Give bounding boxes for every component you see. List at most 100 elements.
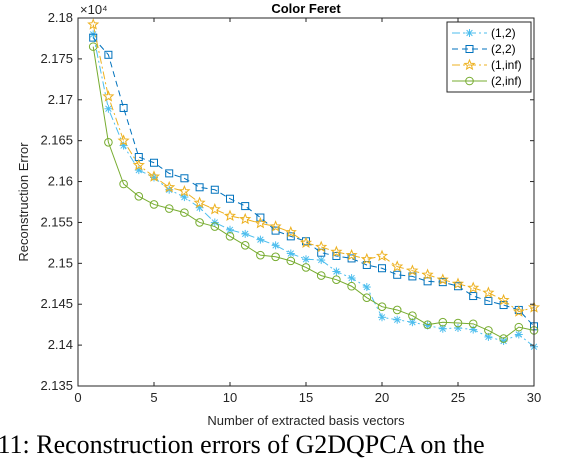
data-point (208, 203, 221, 215)
data-point (453, 318, 463, 328)
data-point (360, 252, 373, 265)
y-tick-label: 2.18 (48, 10, 73, 25)
y-tick-label: 2.155 (40, 214, 73, 229)
data-point (271, 252, 280, 262)
data-point (254, 216, 267, 229)
data-point (408, 311, 417, 320)
legend-entry: (1,inf) (452, 58, 522, 72)
data-point (102, 90, 115, 102)
data-point (164, 204, 174, 213)
data-point (193, 196, 206, 208)
data-point (150, 158, 158, 167)
y-tick-label: 2.165 (40, 133, 73, 148)
data-point (210, 185, 219, 194)
legend: (1,2) (2,2) (1,inf) (2,inf) (446, 21, 532, 93)
figure-caption: 5.11: Reconstruction errors of G2DQPCA o… (0, 430, 485, 459)
data-point (239, 212, 252, 225)
data-point (330, 245, 343, 258)
data-point (119, 179, 128, 189)
data-point (104, 138, 113, 147)
data-point (149, 200, 159, 209)
data-point (284, 225, 297, 238)
data-point (438, 317, 448, 327)
data-point (271, 241, 280, 250)
data-point (117, 134, 130, 146)
data-point (438, 278, 447, 287)
data-point (377, 302, 387, 311)
data-point (345, 248, 358, 261)
data-point (499, 334, 508, 343)
legend-entry: (2,2) (452, 42, 516, 56)
data-point (514, 330, 523, 339)
data-point (392, 305, 402, 315)
data-point (484, 296, 493, 305)
x-tick-label: 20 (375, 390, 389, 405)
legend-entry: (2,inf) (452, 74, 522, 88)
data-point (256, 213, 265, 222)
legend-marker (463, 58, 476, 71)
data-point (332, 275, 341, 284)
data-point (87, 18, 100, 30)
data-point (317, 256, 326, 265)
data-point (180, 174, 189, 183)
data-point (180, 208, 189, 217)
data-point (223, 209, 237, 222)
data-point (286, 249, 295, 258)
data-point (362, 283, 371, 292)
data-point (454, 282, 462, 291)
legend-box (446, 21, 532, 93)
data-point (436, 273, 449, 285)
data-point (332, 251, 341, 260)
chart-figure: 0 5 10 15 20 25 30 2.135 2.14 2.145 2.15 2.155 2.16 2… (16, 1, 541, 428)
data-point (89, 33, 98, 42)
series-(1,inf) (87, 18, 541, 317)
data-point (302, 255, 310, 264)
y-tick-label: 2.14 (48, 337, 73, 352)
legend-marker (465, 45, 474, 53)
legend-marker (465, 76, 474, 86)
x-axis-label: Number of extracted basis vectors (207, 413, 405, 428)
data-point (195, 183, 204, 192)
data-point (241, 202, 250, 211)
legend-label: (1,2) (491, 26, 516, 40)
x-tick-label: 10 (223, 390, 237, 405)
data-point (347, 281, 356, 291)
data-point (512, 305, 525, 317)
data-point (316, 271, 326, 280)
x-tick-label: 30 (527, 390, 541, 405)
data-point (286, 232, 295, 241)
data-point (467, 281, 480, 293)
data-point (178, 185, 191, 197)
data-point (269, 220, 282, 232)
data-point (497, 293, 510, 306)
data-point (451, 277, 465, 289)
data-point (315, 240, 328, 253)
data-point (438, 324, 447, 333)
x-tick-label: 25 (451, 390, 465, 405)
series-line (92, 46, 535, 340)
data-point (423, 277, 432, 286)
y-tick-label: 2.15 (48, 255, 73, 270)
legend-label: (2,inf) (491, 74, 522, 88)
data-point (119, 103, 128, 112)
data-point (393, 270, 402, 279)
data-point (469, 292, 478, 301)
data-point (393, 315, 402, 324)
data-point (256, 235, 265, 244)
data-point (104, 50, 113, 59)
data-point (375, 249, 389, 262)
data-point (210, 222, 220, 231)
series-(2,inf) (88, 42, 539, 343)
legend-label: (2,2) (491, 42, 516, 56)
chart-title: Color Feret (271, 1, 341, 16)
y-axis-label: Reconstruction Error (16, 142, 31, 262)
data-point (482, 286, 495, 298)
data-point (271, 226, 280, 235)
data-point (147, 170, 161, 182)
data-point (165, 169, 174, 178)
y-tick-label: 2.16 (48, 174, 73, 189)
data-point (378, 313, 386, 322)
data-point (104, 104, 113, 113)
data-point (406, 264, 419, 276)
data-point (378, 264, 386, 273)
